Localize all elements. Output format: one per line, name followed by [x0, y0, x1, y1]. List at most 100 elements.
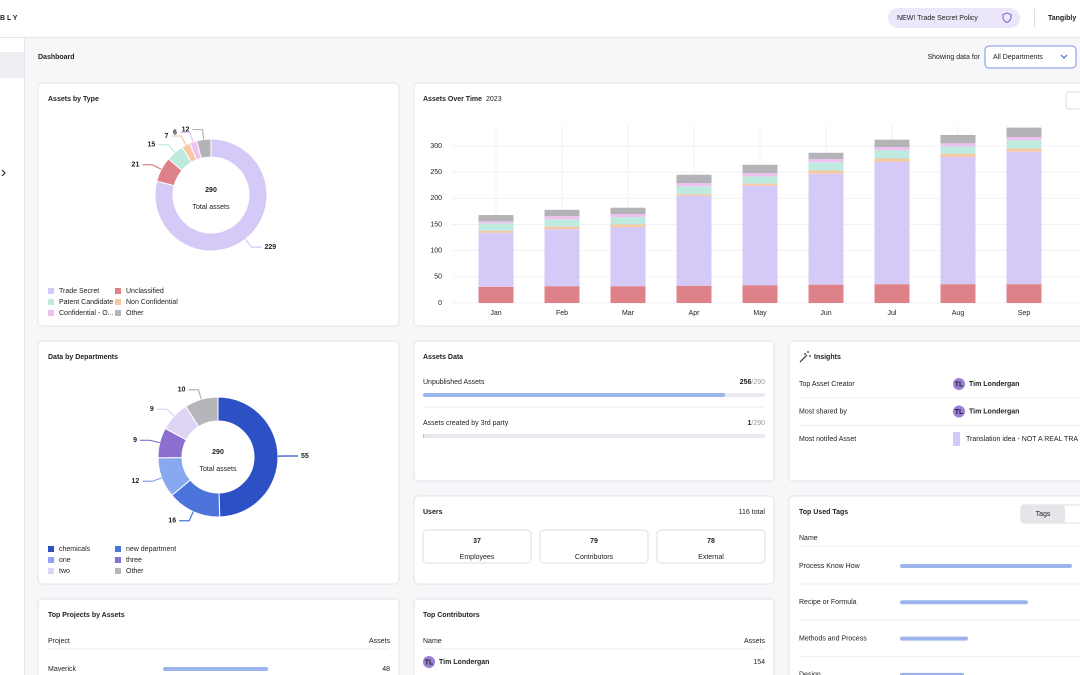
bar-segment	[808, 284, 844, 303]
insight-value: Translation idea - NOT A REAL TRA	[966, 436, 1078, 443]
promo-pill[interactable]	[888, 8, 1020, 28]
card	[37, 598, 400, 675]
stat-box	[656, 529, 766, 564]
bar-segment	[676, 194, 712, 196]
bar-segment	[940, 284, 976, 303]
donut-slice	[185, 396, 219, 428]
legend-swatch	[115, 568, 121, 574]
card	[413, 340, 775, 482]
avatar-initials: TL	[955, 381, 964, 388]
bar-segment	[874, 161, 910, 285]
tag-name: Process Know How	[799, 563, 861, 570]
card	[37, 340, 400, 585]
legend-swatch	[115, 557, 121, 563]
avatar	[423, 656, 435, 668]
bar-segment	[874, 158, 910, 162]
bar-segment	[676, 186, 712, 195]
metric-value: 1/290	[747, 420, 765, 427]
page-title: Dashboard	[38, 54, 75, 61]
bar-segment	[544, 226, 580, 230]
filter-value[interactable]: All Departments	[993, 54, 1043, 61]
bar-segment	[742, 185, 778, 286]
bar-segment	[808, 159, 844, 163]
legend-swatch	[48, 299, 54, 305]
legend-label: two	[59, 568, 70, 575]
leader-line	[244, 238, 262, 248]
y-tick-label: 100	[430, 247, 442, 254]
chart-year: 2023	[486, 96, 502, 103]
legend-swatch	[115, 288, 121, 294]
leader-line	[142, 164, 162, 170]
slice-label: 7	[164, 133, 168, 140]
bar-segment	[544, 209, 580, 217]
bar-segment	[478, 215, 514, 222]
center-value: 290	[205, 187, 217, 194]
avatar-initials: TL	[955, 409, 964, 416]
slice-label: 9	[133, 437, 137, 444]
metric-count: 256	[740, 379, 752, 386]
legend-label: Patent Candidate	[59, 299, 113, 306]
leader-line	[171, 135, 187, 146]
progress-bar	[423, 393, 725, 397]
x-tick-label: Apr	[689, 310, 701, 317]
bar-segment	[1006, 137, 1042, 141]
y-tick-label: 300	[430, 143, 442, 150]
card	[788, 340, 1080, 482]
card	[788, 495, 1080, 675]
bar-segment	[610, 227, 646, 287]
avatar	[953, 378, 965, 390]
stat-box	[539, 529, 649, 564]
bar-segment	[676, 195, 712, 286]
bar-segment	[544, 216, 580, 220]
avatar-initials: TL	[425, 659, 434, 666]
y-tick-label: 200	[430, 195, 442, 202]
slice-label: 10	[178, 387, 186, 394]
y-tick-label: 50	[434, 274, 442, 281]
bar-segment	[742, 183, 778, 186]
legend-label: Trade Secret	[59, 288, 99, 295]
stat-label: External	[698, 554, 724, 561]
leader-line	[192, 128, 205, 140]
center-label: Total assets	[193, 204, 230, 211]
progress-bar	[423, 434, 425, 438]
chart-menu-button[interactable]	[1065, 91, 1080, 110]
slice-label: 16	[168, 518, 176, 525]
logo: BLY	[0, 15, 19, 22]
card-title: Assets Data	[423, 354, 463, 361]
leader-line	[140, 439, 160, 444]
bar-segment	[940, 156, 976, 285]
tag-name: Recipe or Formula	[799, 599, 857, 606]
column-header: Assets	[369, 638, 391, 645]
x-tick-label: Jul	[888, 310, 897, 317]
card-title: Top Used Tags	[799, 509, 848, 516]
legend-swatch	[48, 557, 54, 563]
tag-name: Methods and Process	[799, 635, 867, 642]
department-select[interactable]	[984, 45, 1077, 69]
bar-segment	[940, 153, 976, 157]
bar-segment	[610, 214, 646, 218]
legend-label: one	[59, 557, 71, 564]
bar-segment	[808, 173, 844, 285]
slice-label: 12	[132, 478, 140, 485]
metric-value: 256/290	[740, 379, 765, 386]
leader-line	[179, 131, 194, 143]
card-title: Insights	[814, 354, 841, 361]
contributor-count: 154	[753, 659, 765, 666]
card-title: Top Contributors	[423, 612, 480, 619]
contributor-name: Tim Londergan	[439, 659, 489, 666]
tag-bar	[900, 564, 1072, 568]
column-header: Name	[799, 535, 818, 542]
x-tick-label: Jan	[490, 310, 501, 317]
bar-segment	[1006, 148, 1042, 152]
toggle-active[interactable]	[1021, 505, 1065, 523]
bar-segment	[874, 146, 910, 151]
sidebar-expand-icon[interactable]	[1, 169, 6, 177]
project-bar	[163, 667, 269, 671]
sidebar-active-item[interactable]	[0, 52, 24, 78]
bar-segment	[478, 232, 514, 287]
project-count: 48	[382, 666, 390, 673]
toggle-label[interactable]: Tags	[1036, 511, 1051, 518]
bar-segment	[742, 176, 778, 184]
